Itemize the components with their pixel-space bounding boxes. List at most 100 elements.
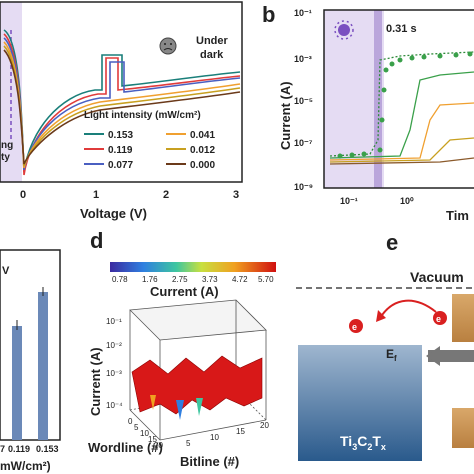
bitline-ticks: 5 10 15 20 <box>186 421 269 448</box>
dark-label: dark <box>200 49 224 61</box>
xtick-0: 10⁻¹ <box>340 196 358 206</box>
transient-traces <box>329 51 474 165</box>
x-axis-label: Voltage (V) <box>80 206 147 221</box>
bitline-label: Bitline (#) <box>180 454 239 469</box>
left-partial-2: ty <box>1 152 10 163</box>
xtick-0: 7 <box>0 444 5 454</box>
semiconductor-vb <box>452 408 474 448</box>
virus-icon <box>334 20 354 40</box>
bar-0.119 <box>12 326 22 440</box>
legend-label-0.119: 0.119 <box>108 145 133 156</box>
cbar-tick-5: 5.70 <box>258 275 274 284</box>
legend-label-0.000: 0.000 <box>190 160 215 171</box>
plot-frame <box>0 1 243 183</box>
btick-2: 15 <box>236 427 245 436</box>
y-axis: 10⁻¹ 10⁻³ 10⁻⁵ 10⁻⁷ 10⁻⁹ <box>294 8 313 192</box>
material-label: Ti3C2Tx <box>340 433 386 452</box>
x-axis: 7 0.119 0.153 <box>0 444 59 454</box>
electron-label: e <box>352 322 357 332</box>
cbar-tick-0: 0.78 <box>112 275 128 284</box>
x-axis: 0 1 2 3 <box>20 189 239 201</box>
z-axis: 10⁻¹ 10⁻² 10⁻³ 10⁻⁴ <box>106 317 123 410</box>
wordline-label: Wordline (#) <box>88 440 163 455</box>
xtick-2: 2 <box>163 189 169 201</box>
wtick-4: 20 <box>154 441 163 450</box>
panel-e: e Vacuum e e Ef Ti3C2Tx <box>296 230 474 461</box>
trace-orange <box>329 102 474 161</box>
ztick-0: 10⁻¹ <box>106 317 122 326</box>
panel-c: V 7 0.119 0.153 mW/cm²) <box>0 249 61 473</box>
electron-label-2: e <box>436 314 441 324</box>
panel-label-d: d <box>90 228 103 253</box>
x-axis-label: Tim <box>446 208 469 223</box>
bar-0.153 <box>38 292 48 440</box>
surface-dip <box>196 398 203 416</box>
panel-a: Under dark ng ty Light intensity (mW/cm²… <box>0 1 243 221</box>
marker-band <box>374 10 382 188</box>
x-axis: 10⁻¹ 10⁰ <box>340 196 414 206</box>
ytick-1: 10⁻³ <box>294 54 312 64</box>
electron-arrow-head <box>376 310 386 322</box>
curve-0.000 <box>3 49 241 165</box>
left-partial-1: ng <box>1 140 13 151</box>
ztick-3: 10⁻⁴ <box>106 401 123 410</box>
vacuum-label: Vacuum <box>410 269 464 285</box>
trace-green <box>329 71 474 159</box>
under-label: Under <box>196 35 229 47</box>
surface-dip <box>150 395 156 410</box>
wtick-2: 10 <box>140 429 149 438</box>
electron-transfer-arrow <box>379 299 437 319</box>
wtick-1: 5 <box>134 423 139 432</box>
panel-label-b: b <box>262 2 275 27</box>
xtick-3: 3 <box>233 189 239 201</box>
cbar-tick-3: 3.73 <box>202 275 218 284</box>
cbar-tick-1: 1.76 <box>142 275 158 284</box>
legend: 0.153 0.119 0.077 0.041 0.012 0.000 <box>84 130 215 171</box>
fermi-level: Ef <box>386 347 397 363</box>
semiconductor-cb <box>452 294 474 342</box>
colorbar-label: Current (A) <box>150 284 219 299</box>
legend-partial: V <box>2 265 10 277</box>
plot-frame <box>323 9 474 189</box>
surface-dip <box>176 400 184 420</box>
iv-curves <box>3 29 241 176</box>
x-axis-label: mW/cm²) <box>0 459 51 473</box>
surface-box <box>129 299 267 441</box>
ytick-2: 10⁻⁵ <box>294 96 313 106</box>
wtick-3: 15 <box>148 435 157 444</box>
trace-yellow <box>329 137 474 163</box>
electron-icon <box>349 319 363 333</box>
dark-icon <box>159 37 177 55</box>
xtick-1: 0.119 <box>8 444 30 454</box>
wtick-0: 0 <box>128 417 133 426</box>
xtick-1: 1 <box>93 189 99 201</box>
z-axis-label: Current (A) <box>88 347 103 416</box>
legend-label-0.012: 0.012 <box>190 145 215 156</box>
xtick-0: 0 <box>20 189 26 201</box>
colorbar-ticks: 0.78 1.76 2.75 3.73 4.72 5.70 <box>112 275 274 284</box>
ytick-3: 10⁻⁷ <box>294 138 313 148</box>
cbar-tick-4: 4.72 <box>232 275 248 284</box>
legend-title: Light intensity (mW/cm²) <box>84 110 201 121</box>
legend-label-0.153: 0.153 <box>108 130 133 141</box>
colorbar <box>110 262 276 272</box>
plot-frame <box>0 249 61 441</box>
ytick-0: 10⁻¹ <box>294 8 312 18</box>
current-surface <box>131 355 263 415</box>
trace-markers <box>337 51 473 159</box>
ztick-1: 10⁻² <box>106 341 122 350</box>
legend-label-0.077: 0.077 <box>108 160 133 171</box>
ztick-2: 10⁻³ <box>106 369 122 378</box>
trace-brown <box>329 157 474 165</box>
panel-label-e: e <box>386 230 398 255</box>
ti3c2tx-block <box>298 345 422 461</box>
wordline-ticks: 0 5 10 15 20 <box>128 417 163 450</box>
xtick-2: 0.153 <box>36 444 59 454</box>
marker-label: 0.31 s <box>386 23 417 35</box>
legend-label-0.041: 0.041 <box>190 130 215 141</box>
xtick-1: 10⁰ <box>400 196 414 206</box>
trace-green-dark <box>329 51 474 157</box>
btick-3: 20 <box>260 421 269 430</box>
panel-d: d 0.78 1.76 2.75 3.73 4.72 5.70 Current … <box>88 228 276 469</box>
